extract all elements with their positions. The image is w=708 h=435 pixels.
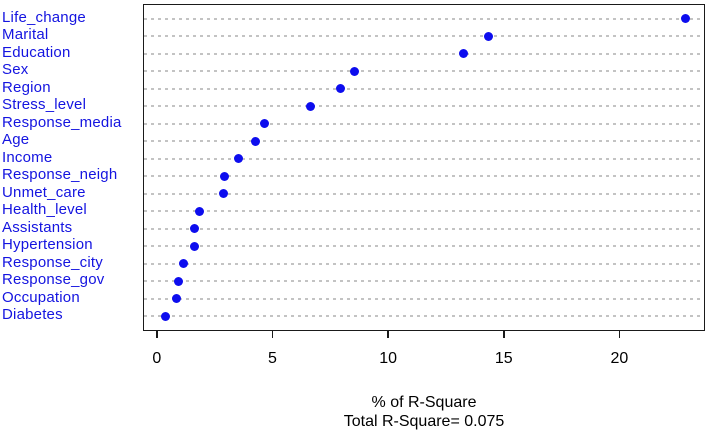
x-tick-label: 10 <box>379 350 398 367</box>
gridline <box>144 70 704 72</box>
gridline <box>144 315 704 317</box>
gridline <box>144 280 704 282</box>
data-point <box>250 136 260 146</box>
gridline <box>144 262 704 265</box>
data-point <box>178 259 188 268</box>
plot-area <box>143 4 705 331</box>
gridline <box>144 210 704 212</box>
gridline <box>144 87 704 90</box>
data-point <box>220 171 230 181</box>
gridline <box>144 192 704 195</box>
gridline <box>144 227 704 230</box>
category-label: Hypertension <box>2 236 93 254</box>
category-label: Marital <box>2 26 49 44</box>
gridline <box>144 52 704 55</box>
category-label: Health_level <box>2 201 87 219</box>
data-point <box>306 101 316 111</box>
x-tick <box>618 331 621 338</box>
x-tick-label: 15 <box>494 350 513 367</box>
x-tick-label: 0 <box>152 350 162 367</box>
gridline <box>144 140 704 142</box>
data-point <box>161 311 171 321</box>
category-label: Income <box>2 148 53 166</box>
category-label: Diabetes <box>2 306 63 324</box>
gridline <box>144 245 704 247</box>
gridline <box>144 35 704 37</box>
x-tick <box>387 331 389 338</box>
category-label: Response_media <box>2 113 122 131</box>
category-label: Sex <box>2 61 29 79</box>
gridline <box>144 175 704 177</box>
category-label: Occupation <box>2 288 80 306</box>
x-tick <box>271 331 274 338</box>
category-label: Stress_level <box>2 96 87 114</box>
x-tick-label: 5 <box>268 350 277 367</box>
data-point <box>336 84 346 93</box>
gridline <box>144 297 704 300</box>
category-label: Response_neigh <box>2 166 118 184</box>
data-point <box>484 31 494 41</box>
data-point <box>259 119 269 128</box>
data-point <box>219 189 229 198</box>
data-point <box>458 49 468 58</box>
category-label: Life_change <box>2 8 86 26</box>
category-label: Age <box>2 131 30 149</box>
category-label: Assistants <box>2 218 73 236</box>
data-point <box>190 224 200 233</box>
data-point <box>234 154 244 163</box>
category-label: Unmet_care <box>2 183 86 201</box>
data-point <box>190 241 200 251</box>
data-point <box>174 276 184 286</box>
x-axis-title: % of R-Square <box>371 394 477 411</box>
gridline <box>144 17 704 20</box>
data-point <box>680 14 690 23</box>
total-r-square-caption: Total R-Square= 0.075 <box>343 413 505 430</box>
category-label: Education <box>2 43 71 61</box>
x-tick <box>156 331 158 338</box>
category-label: Response_city <box>2 253 103 271</box>
category-label: Response_gov <box>2 271 105 289</box>
data-point <box>171 294 181 303</box>
x-tick-label: 20 <box>610 350 629 367</box>
gridline <box>144 157 704 160</box>
x-tick <box>503 331 505 338</box>
data-point <box>195 206 204 216</box>
gridline <box>144 122 704 125</box>
data-point <box>349 66 359 76</box>
gridline <box>144 105 704 107</box>
category-label: Region <box>2 78 51 96</box>
